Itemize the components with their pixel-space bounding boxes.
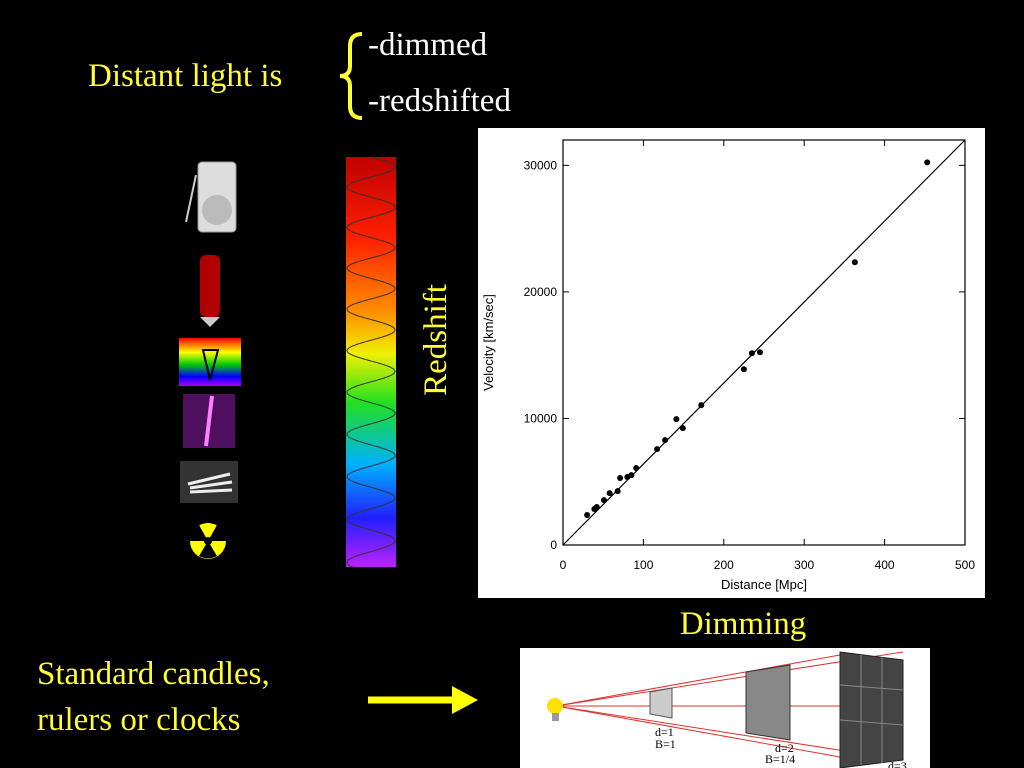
x-tick-label: 300 [794,558,814,572]
y-tick-label: 30000 [524,158,558,172]
chart-panel [478,128,985,598]
title-item: -redshifted [368,83,511,119]
y-tick-label: 20000 [524,285,558,299]
point [748,350,755,357]
chart: 0 100 200 300 400 500 0 10000 20000 30000 Distance… [481,139,975,592]
point [606,490,613,497]
point [679,425,686,432]
diagram-label: d=2 [775,741,794,755]
y-tick-label: 10000 [524,411,558,425]
point [673,416,680,423]
point [756,349,763,356]
point [633,465,640,472]
point [698,402,705,409]
point [601,497,608,504]
point [628,472,635,479]
plot-frame [562,139,966,546]
spectrum [346,157,396,567]
diagram-label: d=1 [655,725,674,739]
arrow-head [452,686,478,714]
point [851,259,858,266]
point [617,475,624,482]
caption: Dimming [680,606,807,642]
point [924,159,931,166]
diagram-label: B=1/4 [765,752,795,766]
x-tick-label: 500 [955,558,975,572]
x-tick-label: 100 [633,558,653,572]
icons [179,161,241,559]
point [593,504,600,511]
title-item: -dimmed [368,27,488,63]
diagram-label: B=1 [655,737,676,751]
diagram-label: d=3 [888,759,907,768]
x-axis-label: Distance [Mpc] [721,577,807,592]
point [614,488,621,495]
point [740,366,747,373]
brace [339,32,363,120]
title-prefix: Distant light is [88,58,282,94]
x-tick-label: 0 [560,558,567,572]
y-tick-label: 0 [550,538,557,552]
body-text: rulers or clocks [37,702,240,738]
point [584,512,591,519]
spectrum-label: Redshift [418,284,454,396]
wave [346,156,396,568]
x-tick-label: 400 [875,558,895,572]
point [662,437,669,444]
y-axis-label: Velocity [km/sec] [481,294,496,391]
body-text: Standard candles, [37,656,270,692]
dimming-diagram [520,648,930,768]
x-tick-label: 200 [714,558,734,572]
point [654,446,661,453]
